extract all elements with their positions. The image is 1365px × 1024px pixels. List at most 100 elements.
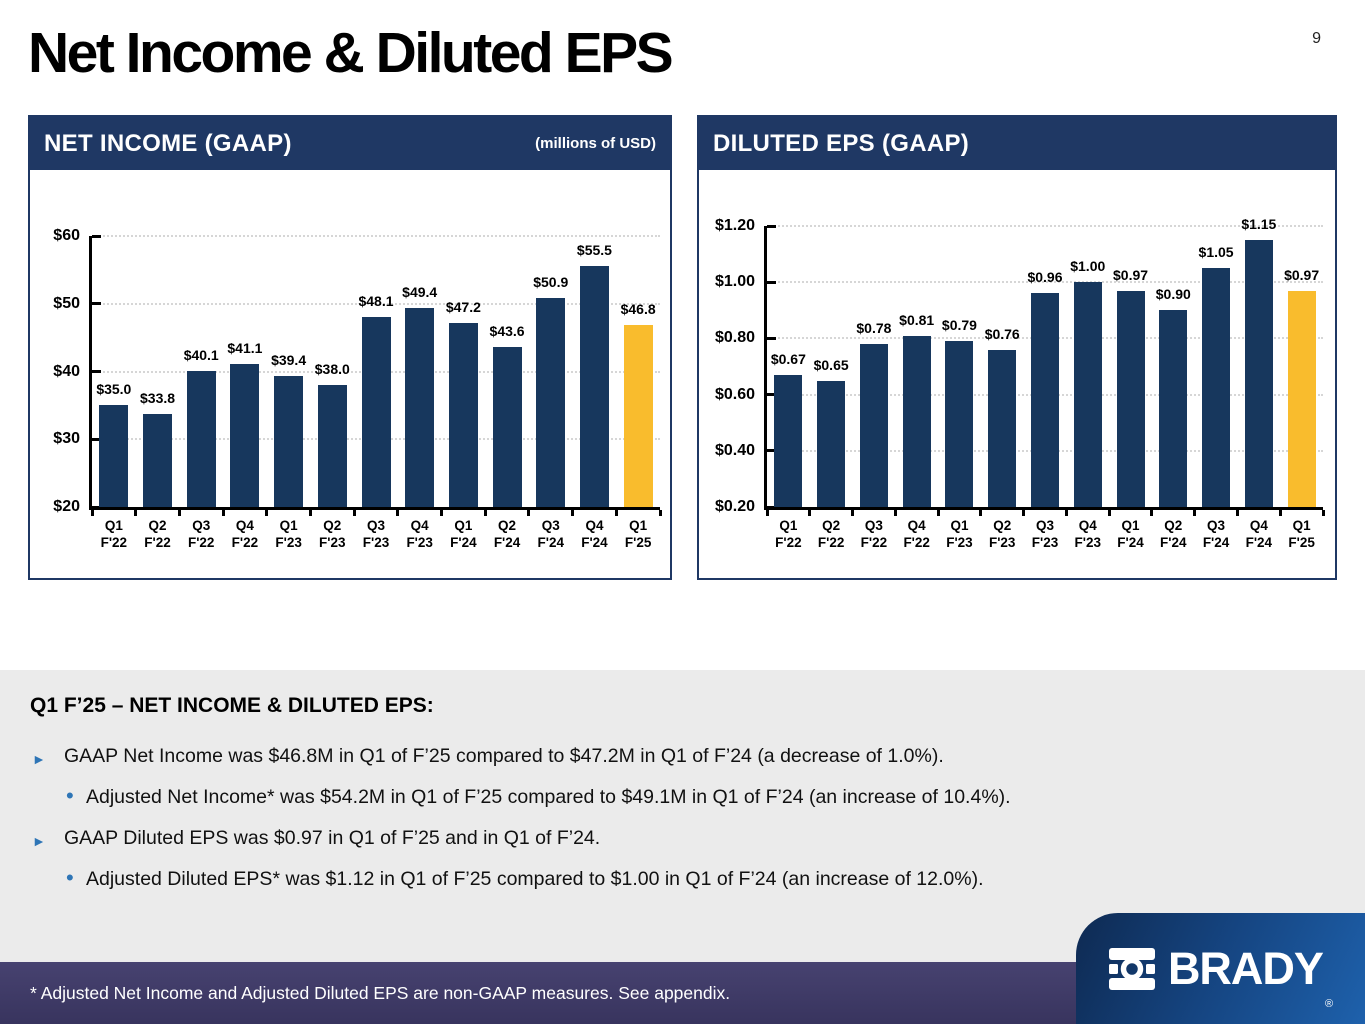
bar-value-label: $39.4 [271,351,307,368]
y-axis-label: $30 [53,430,80,448]
x-tick-mark [440,510,444,516]
dot-bullet-icon: • [66,783,74,808]
x-tick-mark [765,510,769,516]
x-axis-label: Q2 F'23 [988,518,1016,550]
bar-value-label: $47.2 [445,298,481,315]
bar-value-label: $0.67 [770,350,806,367]
bar-value-label: $0.97 [1113,266,1149,283]
bar [817,380,846,507]
x-tick-mark [808,510,812,516]
bar-value-label: $0.97 [1284,266,1320,283]
bar-value-label: $48.1 [358,292,394,309]
bullet-gaap-diluted-eps: ► GAAP Diluted EPS was $0.97 in Q1 of F’… [30,826,1325,851]
x-tick-mark [979,510,983,516]
bullet-text: GAAP Net Income was $46.8M in Q1 of F’25… [64,745,944,767]
x-axis-label: Q1 F'22 [775,518,802,550]
y-tick-mark [767,393,776,397]
bar-value-label: $1.05 [1198,244,1234,261]
x-axis-label: Q1 F'25 [624,518,652,550]
x-tick-mark [1278,510,1282,516]
bar [774,374,803,507]
y-axis-label: $40 [53,362,80,380]
bar [1202,268,1231,507]
x-tick-mark [1235,510,1239,516]
bar-value-label: $46.8 [620,301,656,318]
bar [143,413,173,507]
bar-value-label: $33.8 [140,389,176,406]
x-axis-label: Q2 F'22 [817,518,845,550]
x-tick-mark [936,510,940,516]
arrow-bullet-icon: ► [32,751,46,767]
arrow-bullet-icon: ► [32,833,46,849]
net-income-chart-header: NET INCOME (GAAP) (millions of USD) [30,117,670,170]
bar [492,347,522,507]
bar [1031,293,1059,507]
x-tick-mark [396,510,400,516]
bar [902,335,931,507]
x-tick-mark [483,510,487,516]
y-tick-mark [92,370,101,373]
net-income-chart-panel: NET INCOME (GAAP) (millions of USD) $20 $… [28,115,672,580]
x-tick-mark [614,510,618,516]
x-tick-mark [90,510,94,516]
x-tick-mark [1022,510,1026,516]
bullet-gaap-net-income: ► GAAP Net Income was $46.8M in Q1 of F’… [30,744,1325,769]
x-axis-label: Q1 F'24 [450,518,477,550]
y-axis-label: $1.20 [714,217,755,234]
y-axis-label: $0.40 [714,441,755,459]
x-axis-label: Q3 F'24 [1202,518,1230,550]
bar [99,405,129,507]
bullet-text: GAAP Diluted EPS was $0.97 in Q1 of F’25… [64,827,601,849]
x-axis-label: Q1 F'23 [946,518,973,550]
x-tick-mark [1150,510,1154,516]
x-axis-label: Q3 F'24 [537,518,564,550]
y-axis-label: $0.80 [714,329,755,347]
x-tick-mark [571,510,575,516]
bar-value-label: $35.0 [96,381,132,398]
x-tick-mark [1321,510,1325,516]
bar [230,364,260,507]
x-axis-label: Q3 F'23 [362,518,390,550]
bar-value-label: $0.78 [856,320,892,337]
commentary-heading: Q1 F’25 – NET INCOME & DILUTED EPS: [30,694,434,717]
y-axis-label: $20 [53,498,80,515]
net-income-chart-title: NET INCOME (GAAP) [44,129,292,157]
x-axis-label: Q2 F'24 [493,518,521,550]
bar [859,344,888,507]
bar-value-label: $43.6 [489,323,525,340]
y-axis-label: $1.00 [714,273,755,291]
x-tick-mark [134,510,138,516]
bar [988,349,1017,507]
bar [1073,282,1102,507]
y-tick-mark [767,336,776,340]
page-number: 9 [1312,30,1321,47]
bar [1287,290,1316,507]
net-income-chart-units-label: (millions of USD) [535,135,656,152]
x-tick-mark [221,510,225,516]
bar [448,322,478,507]
x-tick-mark [1107,510,1111,516]
bar-value-label: $0.65 [813,356,849,373]
y-tick-mark [92,234,101,238]
brady-wordmark: BRADY [1167,943,1324,994]
x-axis-label: Q4 F'24 [1245,518,1273,550]
x-axis-label: Q3 F'23 [1031,518,1059,550]
y-axis-label: $60 [53,227,80,244]
commentary-section: Q1 F’25 – NET INCOME & DILUTED EPS: ► GA… [0,670,1365,962]
y-axis [89,236,92,510]
bar-value-label: $49.4 [402,283,438,300]
x-axis-label: Q2 F'22 [144,518,171,550]
x-tick-mark [265,510,269,516]
y-tick-mark [92,302,101,306]
dot-bullet-icon: • [66,865,74,890]
bar-value-label: $0.81 [899,311,935,328]
bar-value-label: $41.1 [227,340,263,357]
bullet-adjusted-net-income: • Adjusted Net Income* was $54.2M in Q1 … [30,783,1325,810]
bar-value-label: $0.96 [1027,269,1063,286]
bar-value-label: $1.00 [1070,258,1106,275]
bar-value-label: $0.79 [941,317,977,334]
x-tick-mark [352,510,356,516]
x-axis-label: Q2 F'23 [319,518,346,550]
bar [579,266,609,507]
